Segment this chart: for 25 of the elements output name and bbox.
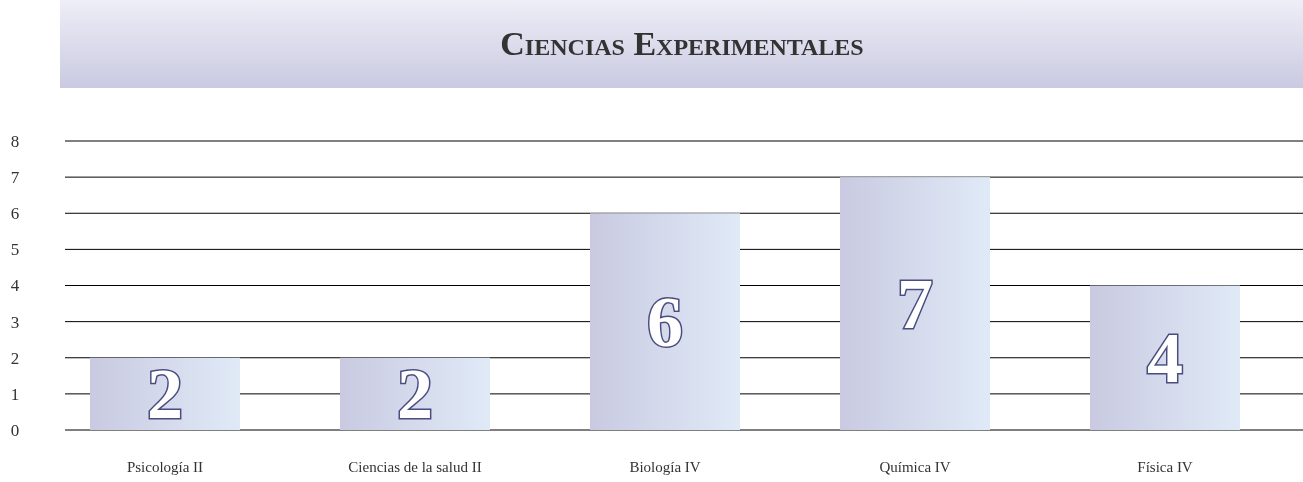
- bar: [840, 177, 990, 430]
- x-tick-label: Psicología II: [126, 458, 204, 475]
- y-tick-label: 4: [10, 276, 20, 296]
- y-tick-label: 1: [10, 384, 20, 404]
- x-tick-label: Química IV: [879, 458, 951, 475]
- x-tick-label: Biología IV: [629, 458, 701, 475]
- y-tick-label: 0: [10, 420, 20, 440]
- data-label: 2: [147, 353, 183, 434]
- bar: [340, 357, 490, 430]
- bar: [590, 213, 740, 430]
- data-label: 2: [397, 353, 433, 434]
- y-tick-label: 8: [10, 131, 20, 151]
- y-tick-label: 6: [10, 204, 20, 224]
- x-tick-label: Ciencias de la salud II: [348, 458, 482, 475]
- y-tick-label: 2: [10, 348, 20, 368]
- data-label: 7: [897, 263, 933, 344]
- y-tick-label: 7: [10, 168, 20, 188]
- data-label: 6: [647, 281, 683, 362]
- y-tick-label: 5: [10, 240, 20, 260]
- x-tick-label: Física IV: [1137, 458, 1193, 475]
- bar: [1090, 285, 1240, 430]
- bar: [90, 357, 240, 430]
- y-tick-label: 3: [10, 312, 20, 332]
- chart-title: Ciencias Experimentales: [500, 25, 864, 62]
- data-label: 4: [1147, 317, 1183, 398]
